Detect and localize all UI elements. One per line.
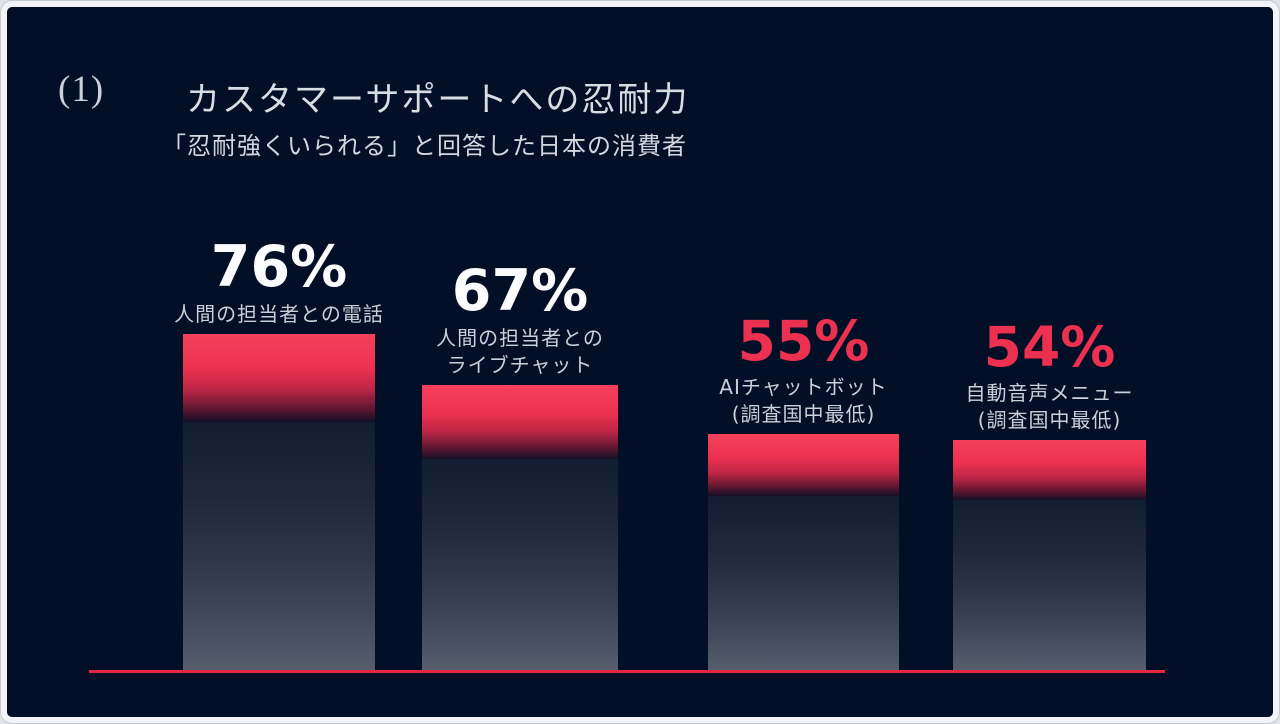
page-subtitle: 「忍耐強くいられる」と回答した日本の消費者 (162, 132, 687, 160)
page-title: カスタマーサポートへの忍耐力 (186, 80, 690, 120)
bar-category-label-line: (調査国中最低) (977, 408, 1122, 432)
bar (708, 434, 899, 671)
bar-value-label: 55% (737, 309, 870, 373)
bar (953, 440, 1146, 671)
bar-category-label-line: 人間の担当者との (436, 326, 604, 350)
bar-value-label: 67% (451, 258, 589, 324)
bar-category-label-line: (調査国中最低) (731, 402, 876, 426)
bar-category-label-line: 人間の担当者との電話 (174, 302, 384, 326)
bar-category-label-line: ライブチャット (446, 353, 594, 377)
bar-category-label-line: AIチャットボット (719, 375, 888, 399)
bar-category-label: 自動音声メニュー (調査国中最低) (966, 380, 1134, 434)
bar-label-stack: 76% 人間の担当者との電話 (129, 0, 429, 328)
slide-number: (1) (58, 69, 105, 110)
bar-value-label: 54% (983, 315, 1116, 379)
bar-label-stack: 54% 自動音声メニュー (調査国中最低) (900, 0, 1200, 434)
bar-category-label: 人間の担当者との電話 (174, 301, 384, 328)
bar-category-label-line: 自動音声メニュー (965, 381, 1134, 405)
bar-label-stack: 67% 人間の担当者との ライブチャット (370, 0, 670, 379)
bar-label-stack: 55% AIチャットボット (調査国中最低) (654, 0, 954, 428)
bar-category-label: AIチャットボット (調査国中最低) (719, 374, 887, 428)
bar-category-label: 人間の担当者との ライブチャット (436, 325, 604, 379)
chart-baseline-axis (89, 670, 1165, 673)
bar (183, 334, 375, 671)
bar (422, 385, 618, 671)
bar-value-label: 76% (210, 234, 348, 300)
